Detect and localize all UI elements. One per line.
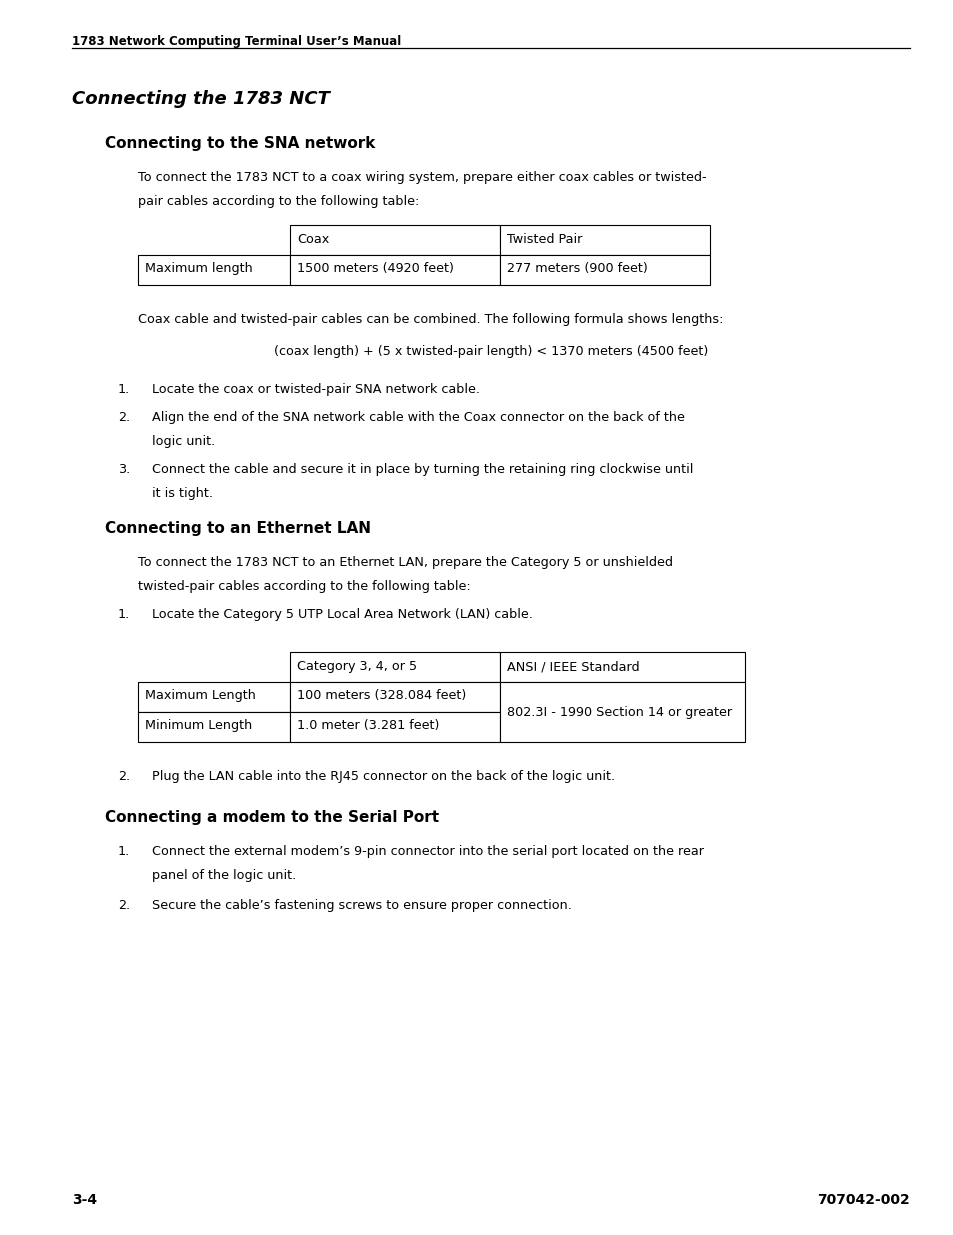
Bar (290, 254, 499, 285)
Text: 2.: 2. (118, 411, 130, 424)
Text: pair cables according to the following table:: pair cables according to the following t… (138, 195, 419, 207)
Text: (coax length) + (5 x twisted-pair length) < 1370 meters (4500 feet): (coax length) + (5 x twisted-pair length… (274, 345, 707, 358)
Bar (499, 652, 744, 682)
Text: 277 meters (900 feet): 277 meters (900 feet) (506, 262, 647, 275)
Text: Twisted Pair: Twisted Pair (506, 233, 581, 246)
Text: ANSI / IEEE Standard: ANSI / IEEE Standard (506, 659, 639, 673)
Text: Category 3, 4, or 5: Category 3, 4, or 5 (296, 659, 416, 673)
Bar (499, 254, 709, 285)
Text: Coax cable and twisted-pair cables can be combined. The following formula shows : Coax cable and twisted-pair cables can b… (138, 312, 722, 326)
Text: 802.3I - 1990 Section 14 or greater: 802.3I - 1990 Section 14 or greater (506, 705, 731, 719)
Text: panel of the logic unit.: panel of the logic unit. (152, 869, 296, 882)
Text: Connecting to the SNA network: Connecting to the SNA network (105, 136, 375, 151)
Text: Coax: Coax (296, 233, 329, 246)
Text: 707042-002: 707042-002 (817, 1193, 909, 1207)
Text: To connect the 1783 NCT to a coax wiring system, prepare either coax cables or t: To connect the 1783 NCT to a coax wiring… (138, 170, 706, 184)
Text: Minimum Length: Minimum Length (145, 719, 252, 732)
Text: Plug the LAN cable into the RJ45 connector on the back of the logic unit.: Plug the LAN cable into the RJ45 connect… (152, 769, 615, 783)
Bar (138, 713, 290, 742)
Text: 2.: 2. (118, 899, 130, 911)
Text: 100 meters (328.084 feet): 100 meters (328.084 feet) (296, 689, 466, 701)
Bar (290, 713, 499, 742)
Text: 1783 Network Computing Terminal User’s Manual: 1783 Network Computing Terminal User’s M… (71, 35, 401, 48)
Text: 3-4: 3-4 (71, 1193, 97, 1207)
Text: 2.: 2. (118, 769, 130, 783)
Text: Connect the cable and secure it in place by turning the retaining ring clockwise: Connect the cable and secure it in place… (152, 463, 693, 475)
Text: Connect the external modem’s 9-pin connector into the serial port located on the: Connect the external modem’s 9-pin conne… (152, 845, 703, 858)
Bar (138, 682, 290, 713)
Text: twisted-pair cables according to the following table:: twisted-pair cables according to the fol… (138, 580, 470, 593)
Text: Maximum Length: Maximum Length (145, 689, 255, 701)
Text: Secure the cable’s fastening screws to ensure proper connection.: Secure the cable’s fastening screws to e… (152, 899, 571, 911)
Text: 1.0 meter (3.281 feet): 1.0 meter (3.281 feet) (296, 719, 439, 732)
Text: Maximum length: Maximum length (145, 262, 253, 275)
Text: 1.: 1. (118, 845, 131, 858)
Text: 3.: 3. (118, 463, 131, 475)
Text: 1500 meters (4920 feet): 1500 meters (4920 feet) (296, 262, 454, 275)
Bar (499, 682, 744, 742)
Text: Align the end of the SNA network cable with the Coax connector on the back of th: Align the end of the SNA network cable w… (152, 411, 684, 424)
Bar (138, 254, 290, 285)
Text: Connecting the 1783 NCT: Connecting the 1783 NCT (71, 90, 330, 107)
Text: Connecting a modem to the Serial Port: Connecting a modem to the Serial Port (105, 810, 438, 825)
Text: 1.: 1. (118, 383, 131, 396)
Bar (290, 682, 499, 713)
Text: Locate the coax or twisted-pair SNA network cable.: Locate the coax or twisted-pair SNA netw… (152, 383, 479, 396)
Bar (499, 225, 709, 254)
Text: Locate the Category 5 UTP Local Area Network (LAN) cable.: Locate the Category 5 UTP Local Area Net… (152, 608, 533, 621)
Bar (290, 225, 499, 254)
Bar (290, 652, 499, 682)
Text: Connecting to an Ethernet LAN: Connecting to an Ethernet LAN (105, 521, 371, 536)
Text: To connect the 1783 NCT to an Ethernet LAN, prepare the Category 5 or unshielded: To connect the 1783 NCT to an Ethernet L… (138, 556, 672, 569)
Text: 1.: 1. (118, 608, 131, 621)
Text: logic unit.: logic unit. (152, 435, 215, 448)
Text: it is tight.: it is tight. (152, 487, 213, 500)
